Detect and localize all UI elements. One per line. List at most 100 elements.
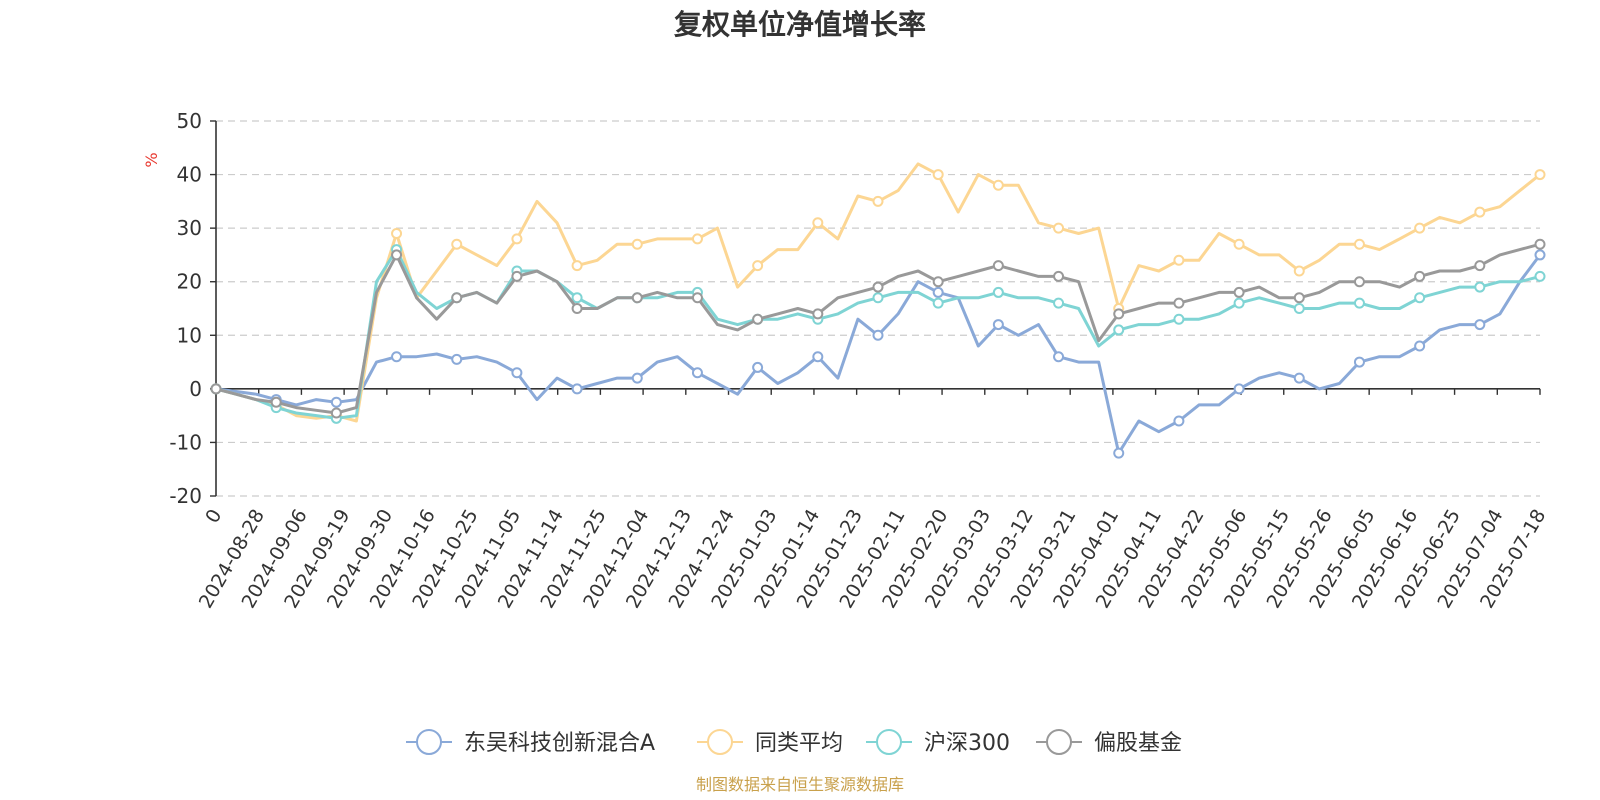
series-point: [391, 249, 403, 261]
series-point: [872, 195, 884, 207]
y-tick-label: 30: [177, 216, 202, 240]
series-point: [812, 351, 824, 363]
x-tick-label: 0: [201, 506, 226, 527]
series-point: [691, 233, 703, 245]
series-point: [1293, 303, 1305, 314]
series-point: [1414, 270, 1426, 282]
series-point: [1534, 238, 1546, 250]
series-point: [1414, 292, 1426, 304]
series-point: [872, 281, 884, 293]
series-point: [992, 260, 1004, 272]
legend[interactable]: 东吴科技创新混合A 同类平均 沪深300 偏股基金: [406, 729, 1182, 756]
y-tick-label: 20: [177, 270, 202, 294]
series-point: [511, 270, 523, 282]
legend-item-3[interactable]: 偏股基金: [1036, 729, 1182, 756]
legend-marker-icon: [876, 729, 902, 755]
series-point: [932, 297, 944, 309]
series-point: [1534, 169, 1546, 181]
series-point: [210, 383, 222, 395]
series-point: [1353, 356, 1365, 368]
series-point: [1474, 281, 1486, 293]
series-point: [270, 396, 282, 408]
y-tick-label: 40: [177, 163, 202, 187]
series-point: [571, 383, 583, 395]
legend-marker-icon: [416, 729, 442, 755]
series-point: [1353, 238, 1365, 250]
y-tick-labels: -20 -10 0 10 20 30 40 50: [169, 109, 202, 508]
series-point: [511, 367, 523, 379]
series-point: [1173, 313, 1185, 325]
series-point: [1173, 254, 1185, 266]
series-point: [451, 292, 463, 304]
series-point: [631, 292, 643, 304]
series-point: [1173, 297, 1185, 309]
series-point: [812, 217, 824, 229]
series-point: [391, 228, 403, 239]
series-point: [1053, 222, 1065, 234]
legend-marker-icon: [707, 729, 733, 755]
series-point: [1233, 286, 1245, 298]
series-point: [391, 351, 403, 363]
y-tick-label: -10: [169, 430, 202, 454]
series-point: [932, 276, 944, 288]
series-point: [752, 361, 764, 373]
series-point: [1474, 319, 1486, 331]
series-point: [932, 169, 944, 181]
legend-label: 沪深300: [924, 731, 1010, 756]
series-point: [511, 233, 523, 245]
series-point: [1474, 260, 1486, 272]
series-point: [1293, 292, 1305, 304]
series-point: [1113, 308, 1125, 320]
legend-item-0[interactable]: 东吴科技创新混合A: [406, 729, 655, 756]
series-point: [1353, 297, 1365, 309]
y-tick-label: 10: [177, 323, 202, 347]
series-point: [571, 292, 583, 304]
grid-lines: [216, 120, 1540, 497]
series-point: [451, 238, 463, 250]
series-point: [1233, 383, 1245, 395]
series-point: [330, 396, 342, 408]
legend-label: 同类平均: [755, 731, 843, 756]
series-point: [451, 353, 463, 365]
series-point: [872, 329, 884, 341]
series-point: [1534, 249, 1546, 261]
y-tick-label: -20: [169, 484, 202, 508]
series-point: [571, 303, 583, 314]
series-point: [1293, 372, 1305, 384]
series-point: [571, 260, 583, 272]
series-point: [1053, 351, 1065, 363]
series-line: [215, 242, 1541, 415]
series-3: [210, 238, 1546, 419]
data-source-note: 制图数据来自恒生聚源数据库: [696, 775, 904, 794]
series-point: [1113, 324, 1125, 336]
series-point: [1414, 340, 1426, 352]
series-point: [992, 286, 1004, 298]
series-point: [1534, 270, 1546, 282]
series-point: [691, 292, 703, 304]
y-tick-label: 50: [177, 109, 202, 133]
legend-marker-icon: [1046, 729, 1072, 755]
chart-title: 复权单位净值增长率: [674, 8, 926, 41]
series-point: [631, 238, 643, 250]
series-point: [872, 292, 884, 304]
legend-item-1[interactable]: 同类平均: [697, 729, 843, 756]
series-point: [631, 372, 643, 384]
legend-label: 偏股基金: [1094, 731, 1182, 756]
series-point: [752, 260, 764, 272]
series-point: [932, 286, 944, 298]
series-point: [1233, 297, 1245, 309]
x-tick-labels: 02024-08-282024-09-062024-09-192024-09-3…: [195, 506, 1551, 613]
y-tick-label: 0: [189, 377, 202, 401]
series-point: [1353, 276, 1365, 288]
series-point: [992, 319, 1004, 331]
series-point: [691, 367, 703, 379]
legend-label: 东吴科技创新混合A: [464, 731, 655, 756]
legend-item-2[interactable]: 沪深300: [866, 729, 1010, 756]
series-point: [752, 313, 764, 325]
series-point: [1414, 222, 1426, 234]
y-axis-unit: %: [142, 152, 161, 167]
series-point: [330, 407, 342, 419]
series-point: [992, 179, 1004, 191]
series-point: [1474, 206, 1486, 218]
